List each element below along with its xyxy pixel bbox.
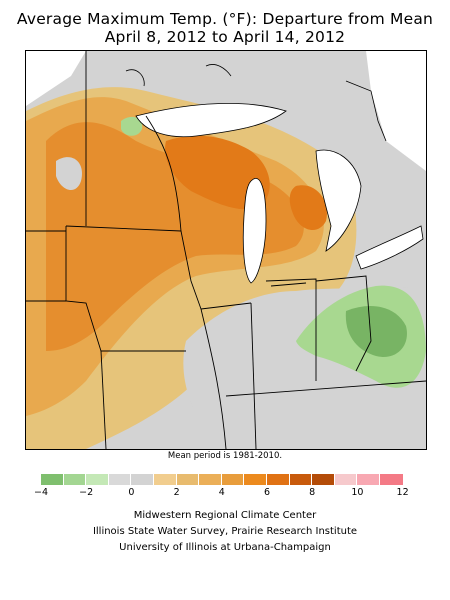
legend-swatch-10 [266,474,290,485]
border-il-mo [200,308,227,449]
departure-zone-near-zero-nw [56,157,82,191]
legend-tick-label: −4 [33,487,49,498]
map-svg [26,51,426,449]
legend-swatch-8 [221,474,245,485]
legend-tick-label: 2 [173,487,180,498]
state-boundaries [26,51,426,449]
mean-period-note: Mean period is 1981-2010. [167,451,283,461]
outside-region-ne [366,51,426,171]
border-ia [65,226,186,352]
lake-superior [135,102,287,138]
legend-swatch-14 [357,474,380,485]
legend-tick-label: 0 [128,487,135,498]
departure-zone-6-8-east [289,185,327,231]
legend-swatch-1 [63,474,87,485]
legend-tick-label: 8 [309,487,316,498]
coast-lake-woods [125,69,145,87]
coast-east [345,80,387,142]
border-il-in [250,302,257,449]
border-ky-tn [225,380,426,397]
legend-tick-label: −2 [79,487,94,498]
border-mo-ks [100,350,107,449]
legend-tick-label: 12 [396,487,409,498]
lake-michigan [242,178,267,284]
border-mn-wi [145,115,182,232]
outside-region-nw [26,51,86,106]
legend-swatch-5 [153,474,177,485]
border-wi-ia [180,230,202,310]
departure-zone-6-8-north [165,135,270,210]
map-title: Average Maximum Temp. (°F): Departure fr… [16,10,434,28]
legend-tick-label: 4 [218,487,225,498]
lake-erie [355,225,424,270]
legend-tick-label: 10 [351,487,364,498]
legend-swatch-2 [86,474,109,485]
border-mi-in [270,282,307,287]
legend-tick-label: 6 [263,487,271,498]
credit-line-3: University of Illinois at Urbana-Champai… [119,542,331,553]
departure-zone-negative-4 [345,306,407,357]
map-subtitle-date-range: April 8, 2012 to April 14, 2012 [104,28,346,46]
temperature-departure-map [25,50,427,450]
legend-swatch-12 [312,474,335,485]
legend-swatch-0 [41,474,64,485]
coastlines [125,64,387,142]
credit-line-1: Midwestern Regional Climate Center [133,510,317,521]
departure-zone-negative-nw [121,116,143,136]
color-legend-ticks: −4 −2 0 2 4 6 8 10 12 [0,487,450,501]
border-mn-ia [65,225,182,232]
legend-swatch-6 [176,474,200,485]
legend-swatch-13 [334,474,358,485]
legend-swatch-11 [289,474,313,485]
credit-line-2: Illinois State Water Survey, Prairie Res… [92,526,358,537]
color-legend-bar [41,474,403,485]
legend-swatch-9 [244,474,267,485]
coast-isle-royale [205,64,232,77]
legend-swatch-4 [131,474,154,485]
border-wi-il [200,302,252,310]
legend-swatch-15 [379,474,403,485]
legend-swatch-3 [108,474,132,485]
border-in-oh [265,278,317,381]
legend-swatch-7 [199,474,222,485]
lake-huron [315,149,362,252]
border-oh [315,275,372,372]
